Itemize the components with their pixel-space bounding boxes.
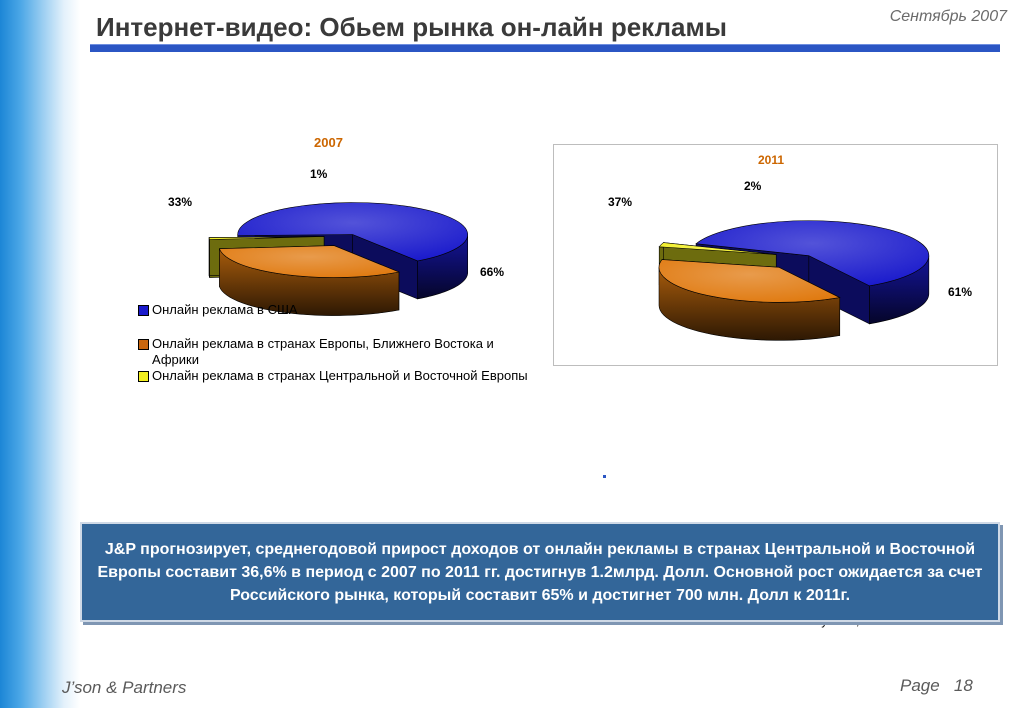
chart-legend: Онлайн реклама в США Онлайн реклама в ст… — [138, 302, 528, 384]
legend-swatch-cee — [138, 371, 149, 382]
legend-item-usa: Онлайн реклама в США — [138, 302, 528, 318]
legend-label-cee: Онлайн реклама в странах Центральной и В… — [152, 368, 528, 383]
pie-label-2011-usa: 61% — [948, 285, 972, 299]
footer-page-label: Page — [900, 676, 940, 695]
date-label: Сентябрь 2007 — [889, 8, 1007, 25]
chart-title-2011: 2011 — [758, 153, 784, 167]
legend-label-europe: Онлайн реклама в странах Европы, Ближнег… — [152, 336, 494, 367]
footer-company: J’son & Partners — [62, 678, 187, 697]
pie-label-2007-usa: 66% — [480, 265, 504, 279]
legend-swatch-europe — [138, 339, 149, 350]
forecast-callout: J&P прогнозирует, среднегодовой прирост … — [80, 522, 1000, 622]
legend-item-cee: Онлайн реклама в странах Центральной и В… — [138, 368, 528, 384]
footer-page: Page 18 — [900, 676, 973, 696]
legend-swatch-usa — [138, 305, 149, 316]
pie-label-2011-cee: 2% — [744, 179, 762, 193]
pie-1-slice-cee — [658, 242, 777, 255]
legend-item-europe: Онлайн реклама в странах Европы, Ближнег… — [138, 336, 528, 368]
pie-chart-2011: 2011 61% 37% 2% — [608, 153, 972, 341]
forecast-text: J&P прогнозирует, среднегодовой прирост … — [97, 540, 983, 604]
pie-chart-2007: 2007 66% 33% 1% — [168, 135, 504, 316]
pie-label-2011-europe: 37% — [608, 195, 632, 209]
pie-label-2007-cee: 1% — [310, 167, 328, 181]
chart-title-2007: 2007 — [314, 135, 343, 150]
side-gradient-strip — [0, 0, 80, 708]
page-title: Интернет-видео: Обьем рынка он-лайн рекл… — [96, 12, 727, 42]
pie-1-slice-europe — [658, 259, 841, 303]
pie-0-slice-europe — [219, 245, 400, 278]
pie-1-slice-usa — [695, 220, 930, 287]
footer-page-number: 18 — [953, 676, 973, 695]
title-divider — [90, 44, 1000, 52]
pie-0-slice-cee — [208, 236, 325, 240]
decorative-dot — [603, 475, 606, 478]
pie-label-2007-europe: 33% — [168, 195, 192, 209]
legend-label-usa: Онлайн реклама в США — [152, 302, 298, 317]
pie-0-slice-usa — [237, 202, 468, 262]
